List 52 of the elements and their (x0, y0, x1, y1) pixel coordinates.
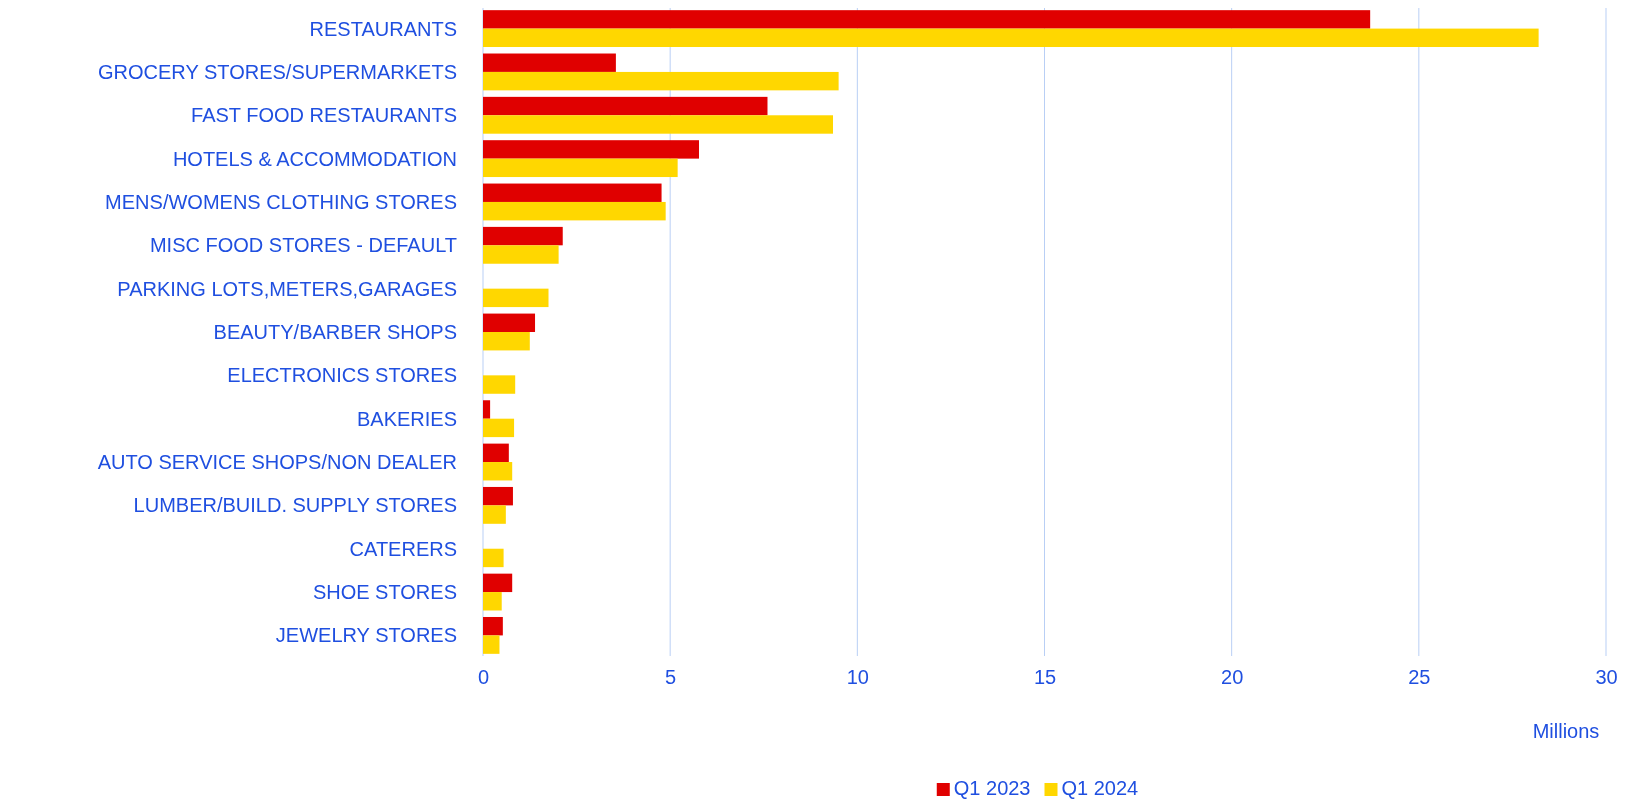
bar (483, 573, 513, 593)
x-tick-label: 10 (846, 666, 869, 689)
y-tick-label: RESTAURANTS (309, 17, 457, 40)
x-tick-label: 0 (477, 666, 490, 689)
y-tick-label: MISC FOOD STORES - DEFAULT (149, 234, 457, 257)
y-tick-label: BAKERIES (356, 407, 457, 430)
x-tick-label: 30 (1595, 666, 1618, 689)
x-tick-label: 5 (665, 666, 677, 689)
bar (483, 140, 699, 159)
bar (483, 313, 536, 332)
bar (483, 486, 513, 506)
bar (483, 201, 666, 221)
y-tick-label: HOTELS & ACCOMMODATION (172, 147, 457, 170)
bar (483, 245, 559, 264)
bar (483, 616, 503, 636)
bar (483, 10, 1371, 29)
x-tick-label: 15 (1033, 666, 1057, 689)
bar (483, 115, 833, 134)
y-tick-label: GROCERY STORES/SUPERMARKETS (98, 60, 457, 83)
x-tick-label: 25 (1408, 666, 1431, 689)
bar (483, 183, 662, 202)
y-tick-label: SHOE STORES (312, 581, 457, 604)
y-tick-label: BEAUTY/BARBER SHOPS (213, 321, 457, 343)
bar (483, 400, 491, 419)
bar (483, 288, 549, 308)
legend-label: Q1 2023 (953, 777, 1031, 799)
y-tick-label: CATERERS (349, 537, 457, 560)
bar (483, 71, 839, 91)
bar (483, 53, 616, 72)
y-tick-label: JEWELRY STORES (275, 624, 457, 647)
bar (483, 635, 500, 654)
y-tick-label: ELECTRONICS STORES (227, 364, 457, 387)
y-tick-label: AUTO SERVICE SHOPS/NON DEALER (97, 451, 457, 474)
bar (483, 96, 768, 116)
bar (483, 226, 563, 246)
bar (483, 418, 515, 438)
bar (483, 443, 509, 463)
y-tick-label: FAST FOOD RESTAURANTS (191, 104, 457, 127)
bar (483, 505, 506, 524)
x-tick-label: 20 (1221, 666, 1244, 689)
bar (483, 592, 502, 611)
bar (483, 28, 1539, 48)
bar (483, 332, 530, 351)
bar (483, 462, 513, 481)
bar (483, 548, 504, 568)
bar (483, 375, 516, 394)
y-tick-label: LUMBER/BUILD. SUPPLY STORES (133, 494, 457, 517)
bar (483, 158, 678, 178)
legend-label: Q1 2024 (1061, 777, 1139, 799)
x-axis-title: Millions (1532, 720, 1600, 742)
y-tick-label: PARKING LOTS,METERS,GARAGES (117, 277, 457, 300)
y-tick-label: MENS/WOMENS CLOTHING STORES (105, 190, 457, 213)
